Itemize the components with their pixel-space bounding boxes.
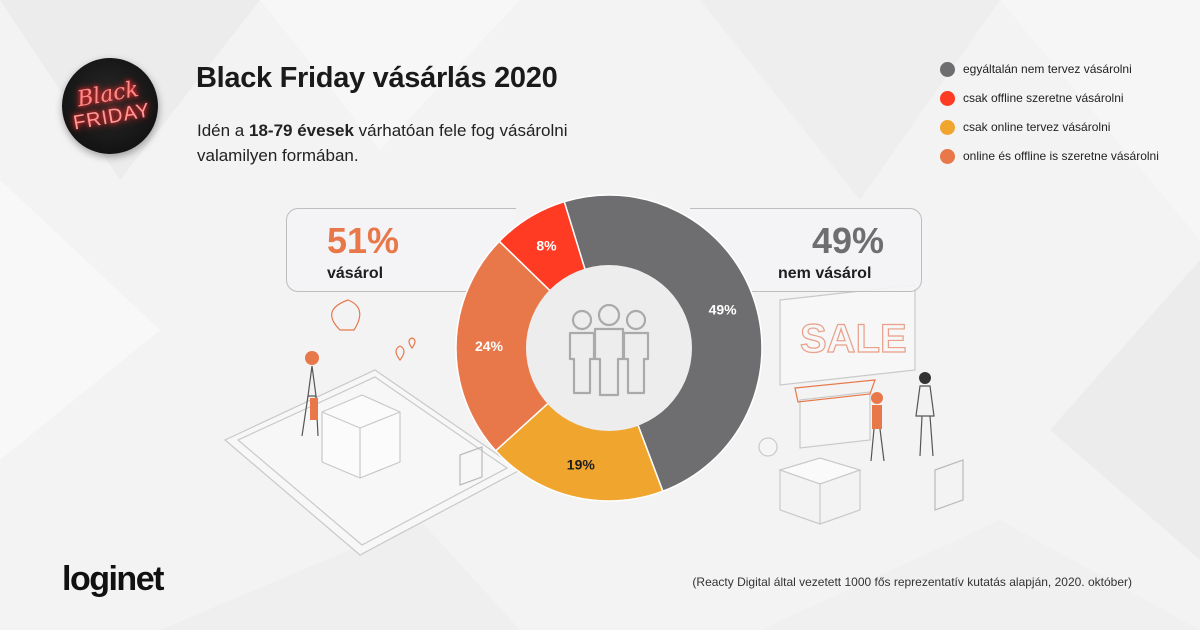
shopping-illustration-right: SALE [758,284,964,525]
legend-label: egyáltalán nem tervez vásárolni [963,62,1132,76]
legend-swatch [940,91,955,106]
donut-label-0: 49% [709,301,738,317]
legend-swatch [940,120,955,135]
donut-label-1: 19% [567,457,596,473]
legend-item: csak offline szeretne vásárolni [940,91,1170,106]
page-subtitle: Idén a 18-79 évesek várhatóan fele fog v… [197,118,617,168]
page-title: Black Friday vásárlás 2020 [196,62,558,94]
summary-label-not-buying: nem vásárol [778,265,872,282]
summary-label-buying: vásárol [327,265,384,282]
svg-text:SALE: SALE [800,317,907,361]
people-group-icon [568,303,650,397]
donut-chart: 49% 19% 24% 8% [455,194,763,502]
legend-label: online és offline is szeretne vásárolni [963,149,1159,163]
summary-percent-not-buying: 49% [812,220,885,261]
donut-label-2: 24% [475,338,504,354]
donut-labels: 49% 19% 24% 8% [475,238,737,473]
summary-percent-buying: 51% [327,220,400,261]
loginet-logo: loginet [62,560,164,598]
subtitle-bold: 18-79 évesek [249,121,354,140]
person-left-icon [301,351,319,437]
subtitle-pre: Idén a [197,121,249,140]
legend-label: csak offline szeretne vásárolni [963,91,1124,105]
legend-swatch [940,149,955,164]
donut-hole [526,265,692,431]
legend-item: egyáltalán nem tervez vásárolni [940,62,1170,77]
chart-legend: egyáltalán nem tervez vásárolni csak off… [940,62,1170,178]
legend-item: online és offline is szeretne vásárolni [940,149,1170,164]
donut-label-3: 8% [536,238,557,254]
legend-item: csak online tervez vásárolni [940,120,1170,135]
source-footnote: (Reacty Digital által vezetett 1000 fős … [692,575,1132,589]
subtitle-post: várhatóan fele fog vásárolni valamilyen … [197,121,568,165]
people-right-icon [870,372,935,462]
legend-label: csak online tervez vásárolni [963,120,1111,134]
legend-swatch [940,62,955,77]
